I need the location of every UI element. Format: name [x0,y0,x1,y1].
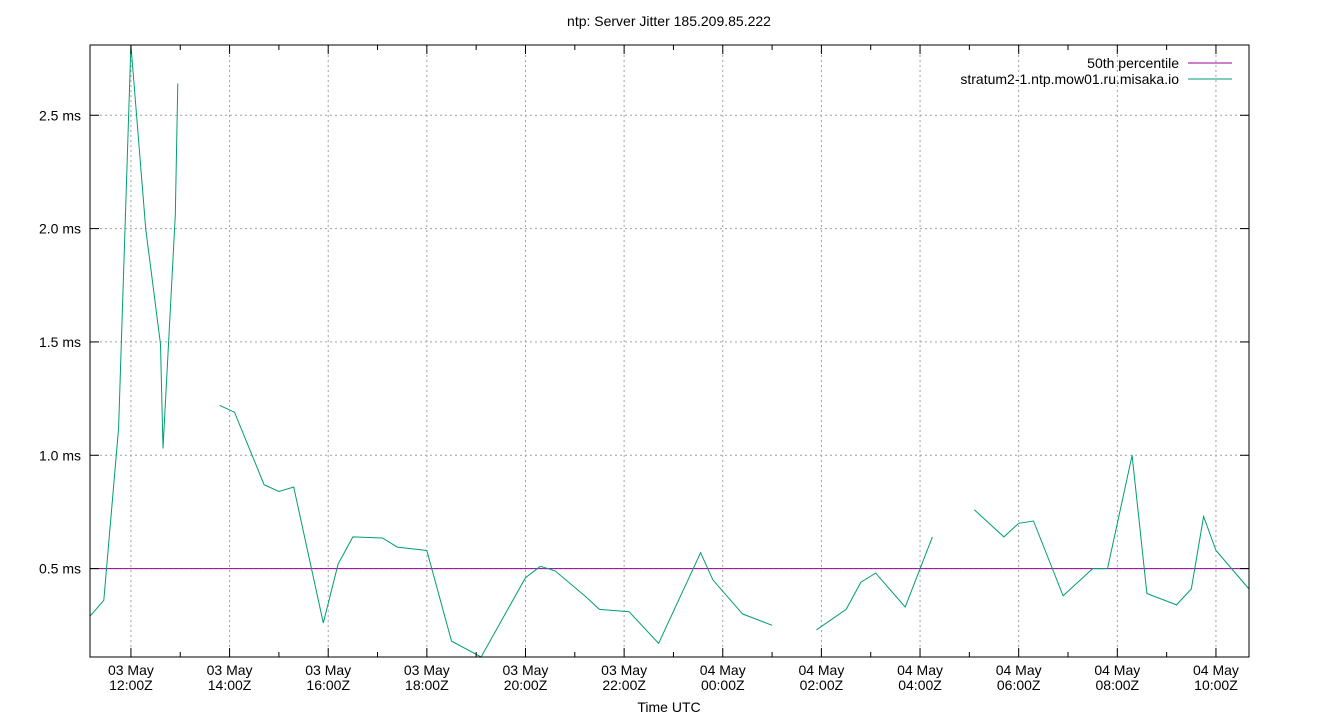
x-tick-label-time: 00:00Z [701,677,745,693]
legend-label: 50th percentile [1087,55,1179,71]
x-tick-label-time: 18:00Z [405,677,449,693]
x-tick-label-date: 04 May [700,662,746,678]
x-tick-label-date: 04 May [798,662,844,678]
grid-lines [90,45,1249,657]
jitter-series-line [89,44,179,617]
jitter-series-line [973,455,1250,606]
y-tick-label: 1.0 ms [39,447,81,463]
legend-label: stratum2-1.ntp.mow01.ru.misaka.io [960,71,1179,87]
x-tick-label-time: 16:00Z [306,677,350,693]
x-tick-label-date: 03 May [601,662,647,678]
series-lines [89,44,1250,658]
y-tick-label: 2.5 ms [39,107,81,123]
x-tick-label-date: 03 May [404,662,450,678]
x-tick-label-time: 02:00Z [800,677,844,693]
x-tick-label-time: 14:00Z [208,677,252,693]
x-tick-label-date: 03 May [108,662,154,678]
x-tick-label-date: 03 May [305,662,351,678]
plot-frame [89,44,1250,658]
x-tick-label-date: 04 May [1094,662,1140,678]
x-tick-label-date: 04 May [897,662,943,678]
x-tick-label-date: 03 May [207,662,253,678]
x-tick-label-time: 10:00Z [1194,677,1238,693]
x-tick-label-time: 20:00Z [504,677,548,693]
y-tick-label: 1.5 ms [39,334,81,350]
x-tick-label-time: 08:00Z [1096,677,1140,693]
x-tick-label-time: 22:00Z [602,677,646,693]
y-axis: 0.5 ms 1.0 ms 1.5 ms 2.0 ms 2.5 ms [39,107,1249,577]
x-tick-label-time: 06:00Z [997,677,1041,693]
x-tick-label-date: 04 May [1193,662,1239,678]
x-tick-label-time: 12:00Z [109,677,153,693]
jitter-series-line [219,404,773,658]
x-tick-label-date: 03 May [503,662,549,678]
x-tick-label-date: 04 May [996,662,1042,678]
x-axis-label: Time UTC [637,699,700,715]
x-tick-label-time: 04:00Z [898,677,942,693]
y-tick-label: 0.5 ms [39,561,81,577]
chart-title: ntp: Server Jitter 185.209.85.222 [567,13,771,29]
legend: 50th percentilestratum2-1.ntp.mow01.ru.m… [960,55,1232,87]
jitter-series-line [816,536,933,631]
y-tick-label: 2.0 ms [39,221,81,237]
